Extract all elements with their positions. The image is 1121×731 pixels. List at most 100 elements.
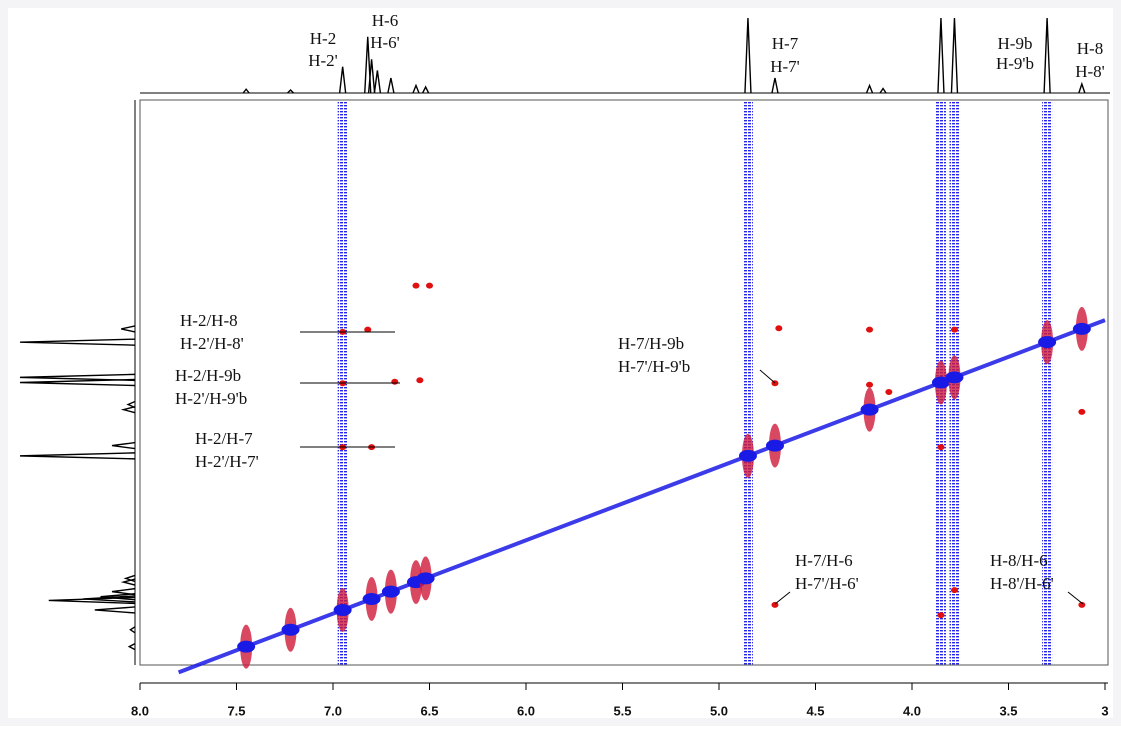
diagonal-peak-core [416,572,435,585]
x-tick-label: 5.0 [710,703,728,718]
left-spectrum-peak [19,373,136,382]
diagonal-peak-core [1072,322,1091,335]
cross-peak [866,326,874,333]
noise-column [1042,102,1053,665]
diagonal-peak-core [738,449,757,462]
x-tick-label: 3 [1101,703,1108,718]
left-spectrum-peak [83,595,136,603]
top-spectrum-peak [865,83,874,94]
x-tick-label: 7.5 [227,703,245,718]
annotation-leader [759,369,776,384]
figure-panel [8,8,1113,718]
cross-peak [775,325,783,332]
diagonal-peak-core [1038,336,1057,349]
peak-label: H-6' [370,33,400,52]
diagonal-peak-core [237,640,256,653]
left-spectrum-peak [129,626,136,634]
left-spectrum-peak [120,405,136,414]
x-tick-label: 7.0 [324,703,342,718]
cross-peak [866,381,874,388]
diagonal-peak-core [945,371,964,384]
peak-label: H-7 [772,34,799,53]
peak-label: H-7' [770,57,800,76]
annotation: H-8/H-6 [990,551,1048,570]
left-spectrum-peak [127,643,136,651]
top-spectrum-peak [1078,81,1086,94]
diagonal-peak-core [362,592,381,605]
left-spectrum-peak [126,400,136,409]
diagonal-peak-core [931,376,950,389]
left-spectrum-peak [94,606,136,614]
diagonal-peak-core [281,623,300,636]
x-tick-label: 4.5 [806,703,824,718]
left-spectrum-peak [19,452,136,460]
annotation: H-2/H-7 [195,429,253,448]
x-tick-label: 6.5 [420,703,438,718]
cross-peak [937,444,945,451]
cross-peak [950,326,958,333]
top-spectrum-peak [879,87,887,94]
annotation-leader [774,591,791,605]
left-spectrum-peak [123,574,136,583]
top-spectrum-peak [242,88,250,94]
cross-peak [364,326,372,333]
annotation: H-8'/H-6' [990,574,1054,593]
x-tick-label: 4.0 [903,703,921,718]
cross-peak [426,282,433,289]
annotation: H-2'/H-7' [195,452,259,471]
cross-peak [1078,408,1086,415]
cross-peak [1078,601,1086,608]
cross-peak [391,378,399,385]
annotation-leader [1067,591,1084,605]
annotation: H-2'/H-9'b [175,389,247,408]
top-spectrum-peak [771,77,779,94]
annotation: H-2'/H-8' [180,334,244,353]
left-spectrum-peak [48,596,136,605]
left-spectrum-peak [111,441,136,450]
top-spectrum-peak [287,89,295,94]
peak-label: H-8' [1075,62,1105,81]
top-spectrum-peak [422,85,430,94]
peak-label: H-8 [1077,39,1103,58]
top-spectrum-peak [950,17,959,94]
peak-label: H-6 [372,11,398,30]
left-spectrum-peak [19,338,136,346]
peak-label: H-9b [998,34,1033,53]
top-spectrum-peak [937,17,945,94]
peak-label: H-2 [310,29,336,48]
top-spectrum-peak [373,70,382,94]
left-spectrum-peak [100,593,136,601]
annotation: H-7/H-9b [618,334,684,353]
diagonal-peak-core [765,439,784,452]
cross-peak [937,612,945,619]
cross-peak [771,601,779,608]
annotation: H-2/H-8 [180,311,238,330]
top-spectrum-peak [412,83,420,94]
peak-label: H-9'b [996,54,1034,73]
annotation: H-2/H-9b [175,366,241,385]
diagonal-peak-core [860,403,879,416]
annotation: H-7'/H-6' [795,574,859,593]
left-spectrum-peak [19,378,136,387]
top-spectrum-peak [1043,17,1051,94]
top-spectrum-peak [338,66,347,94]
cross-peak [950,587,958,594]
peak-label: H-2' [308,51,338,70]
top-spectrum-peak [744,17,752,94]
plot-frame [139,99,1109,666]
cross-peak [416,377,424,384]
left-spectrum-peak [121,325,136,333]
x-tick-label: 6.0 [517,703,535,718]
diagonal-peak-core [333,603,352,616]
cross-peak [885,389,893,396]
left-spectrum-peak [111,587,136,596]
diagonal-peak-core [381,585,400,598]
x-tick-label: 5.5 [613,703,631,718]
x-tick-label: 3.5 [999,703,1017,718]
noise-column [742,102,753,665]
cross-peak [412,282,420,289]
top-spectrum-peak [387,77,395,94]
annotation: H-7/H-6 [795,551,853,570]
annotation: H-7'/H-9'b [618,357,690,376]
